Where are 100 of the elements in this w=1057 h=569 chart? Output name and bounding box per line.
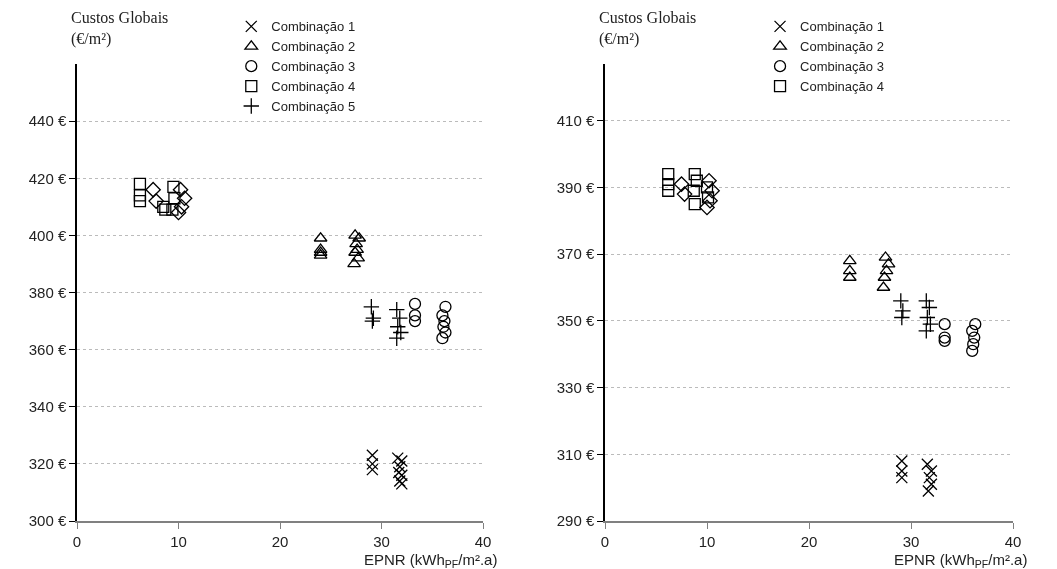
point xyxy=(938,334,951,348)
point xyxy=(439,326,452,339)
point xyxy=(673,176,690,192)
y-tick-label: 440 € xyxy=(28,112,67,130)
y-tick-label: 300 € xyxy=(28,512,67,530)
point xyxy=(966,344,979,358)
point xyxy=(388,329,406,347)
point xyxy=(842,254,857,265)
point xyxy=(918,309,936,326)
point xyxy=(701,191,715,204)
x-tick-label: 10 xyxy=(170,532,187,550)
y-tick-label: 310 € xyxy=(556,445,595,463)
point xyxy=(922,315,939,333)
point xyxy=(408,297,422,311)
y-tick-label: 320 € xyxy=(28,455,67,473)
point xyxy=(349,237,364,248)
point xyxy=(893,309,911,326)
point xyxy=(923,471,936,484)
y-tick-label: 340 € xyxy=(28,398,67,415)
point xyxy=(966,324,979,338)
point xyxy=(917,292,935,310)
point xyxy=(676,186,693,202)
point xyxy=(133,177,147,191)
point xyxy=(895,471,908,484)
point xyxy=(438,314,451,328)
point xyxy=(408,314,422,328)
point xyxy=(662,177,675,191)
x-tick-label: 0 xyxy=(600,532,610,550)
point xyxy=(688,167,701,181)
point xyxy=(172,181,189,198)
point xyxy=(408,309,422,322)
point xyxy=(699,199,715,216)
y-tick-label: 360 € xyxy=(28,340,67,358)
y-axis-title: Custos Globais (€/m²) xyxy=(71,9,169,48)
point xyxy=(895,464,908,478)
point xyxy=(347,257,362,268)
point xyxy=(437,320,450,333)
x-tick-label: 40 xyxy=(1004,532,1022,550)
point xyxy=(704,182,720,199)
point xyxy=(436,332,449,345)
point xyxy=(662,167,675,181)
point xyxy=(938,318,951,331)
point xyxy=(176,190,193,207)
x-axis-title: EPNR (kWh$_{PF}$/m².a) xyxy=(364,551,498,569)
point xyxy=(967,338,980,351)
x-tick-label: 10 xyxy=(698,532,716,550)
point xyxy=(690,174,703,187)
point xyxy=(391,309,409,327)
point xyxy=(687,184,700,197)
point xyxy=(921,299,938,316)
y-tick-label: 400 € xyxy=(28,226,67,244)
point xyxy=(168,192,181,205)
point xyxy=(366,457,379,471)
point xyxy=(700,181,714,194)
point xyxy=(917,322,935,340)
point xyxy=(439,300,452,313)
point xyxy=(388,301,406,318)
point xyxy=(392,324,410,341)
x-tick-label: 30 xyxy=(373,532,390,550)
legend-label: Combinação 3 xyxy=(271,59,356,75)
point xyxy=(170,204,187,221)
point xyxy=(925,464,938,478)
point xyxy=(436,309,449,322)
y-tick-label: 330 € xyxy=(556,378,595,396)
point xyxy=(662,184,675,197)
point xyxy=(133,194,147,208)
point xyxy=(701,172,717,189)
point xyxy=(395,454,408,468)
y-tick-label: 390 € xyxy=(556,178,595,196)
point xyxy=(938,331,951,344)
y-tick-label: 350 € xyxy=(556,312,595,330)
point xyxy=(892,292,910,310)
y-axis-title: Custos Globais (€/m²) xyxy=(599,9,697,48)
point xyxy=(921,458,934,471)
point xyxy=(173,199,190,215)
point xyxy=(702,192,718,209)
point xyxy=(968,331,981,344)
point xyxy=(145,181,161,198)
y-tick-label: 380 € xyxy=(28,283,67,301)
y-tick-label: 290 € xyxy=(556,512,595,530)
point xyxy=(366,463,379,476)
legend-label: Combinação 4 xyxy=(800,79,884,95)
point xyxy=(895,454,908,468)
x-tick-label: 20 xyxy=(800,532,818,550)
legend-label: Combinação 2 xyxy=(800,39,884,55)
point xyxy=(389,318,407,336)
point xyxy=(842,264,857,275)
legend-label: Combinação 1 xyxy=(800,19,884,35)
point xyxy=(167,180,180,193)
point xyxy=(688,197,701,211)
x-tick-label: 40 xyxy=(474,532,492,550)
point xyxy=(969,318,982,331)
legend-label: Combinação 2 xyxy=(271,39,356,55)
point xyxy=(922,484,935,498)
point xyxy=(393,460,406,473)
point xyxy=(879,264,894,275)
legend-label: Combinação 3 xyxy=(800,59,884,75)
x-tick-label: 0 xyxy=(72,532,82,550)
y-tick-label: 370 € xyxy=(556,245,595,263)
y-tick-label: 420 € xyxy=(28,169,67,187)
